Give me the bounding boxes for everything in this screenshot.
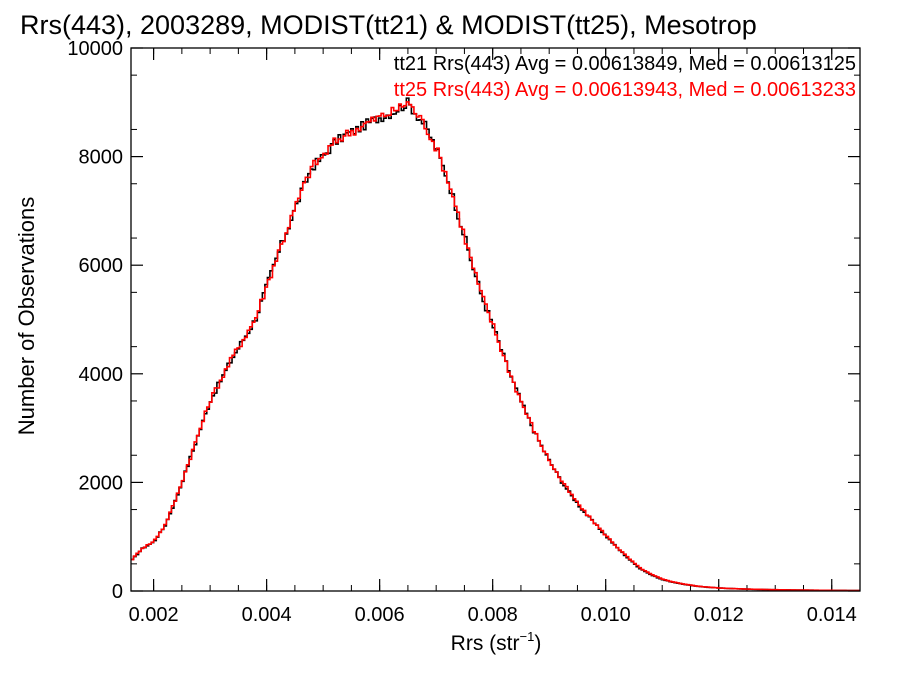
y-tick-label: 2000	[79, 472, 124, 494]
x-tick-label: 0.012	[694, 604, 744, 626]
x-axis-label: Rrs (str−1)	[451, 629, 542, 655]
y-tick-label: 8000	[79, 147, 124, 169]
series-line-tt25	[131, 101, 860, 592]
x-tick-label: 0.014	[807, 604, 857, 626]
y-axis-ticks: 0 2000 4000 6000 8000 10000	[67, 38, 860, 603]
x-tick-label: 0.002	[129, 604, 179, 626]
series-layer	[131, 97, 860, 592]
x-tick-label: 0.008	[468, 604, 518, 626]
x-axis-label-base: Rrs (str	[451, 632, 520, 655]
y-axis-label: Number of Observations	[14, 197, 39, 435]
y-tick-label: 6000	[79, 255, 124, 277]
x-axis-ticks: 0.002 0.004 0.006 0.008 0.010 0.012 0.014	[129, 48, 857, 626]
x-tick-label: 0.010	[581, 604, 631, 626]
y-tick-label: 0	[112, 581, 123, 603]
x-tick-label: 0.006	[355, 604, 405, 626]
plot-frame	[130, 47, 861, 592]
series-annotation-tt25: tt25 Rrs(443) Avg = 0.00613943, Med = 0.…	[394, 79, 856, 101]
x-axis-label-close: )	[534, 632, 541, 655]
chart-title: Rrs(443), 2003289, MODIST(tt21) & MODIST…	[20, 10, 757, 40]
series-annotation-tt21: tt21 Rrs(443) Avg = 0.00613849, Med = 0.…	[394, 53, 856, 75]
y-tick-label: 4000	[79, 364, 124, 386]
y-tick-label: 10000	[67, 38, 123, 60]
x-tick-label: 0.004	[242, 604, 292, 626]
x-axis-label-superscript: −1	[520, 629, 535, 644]
